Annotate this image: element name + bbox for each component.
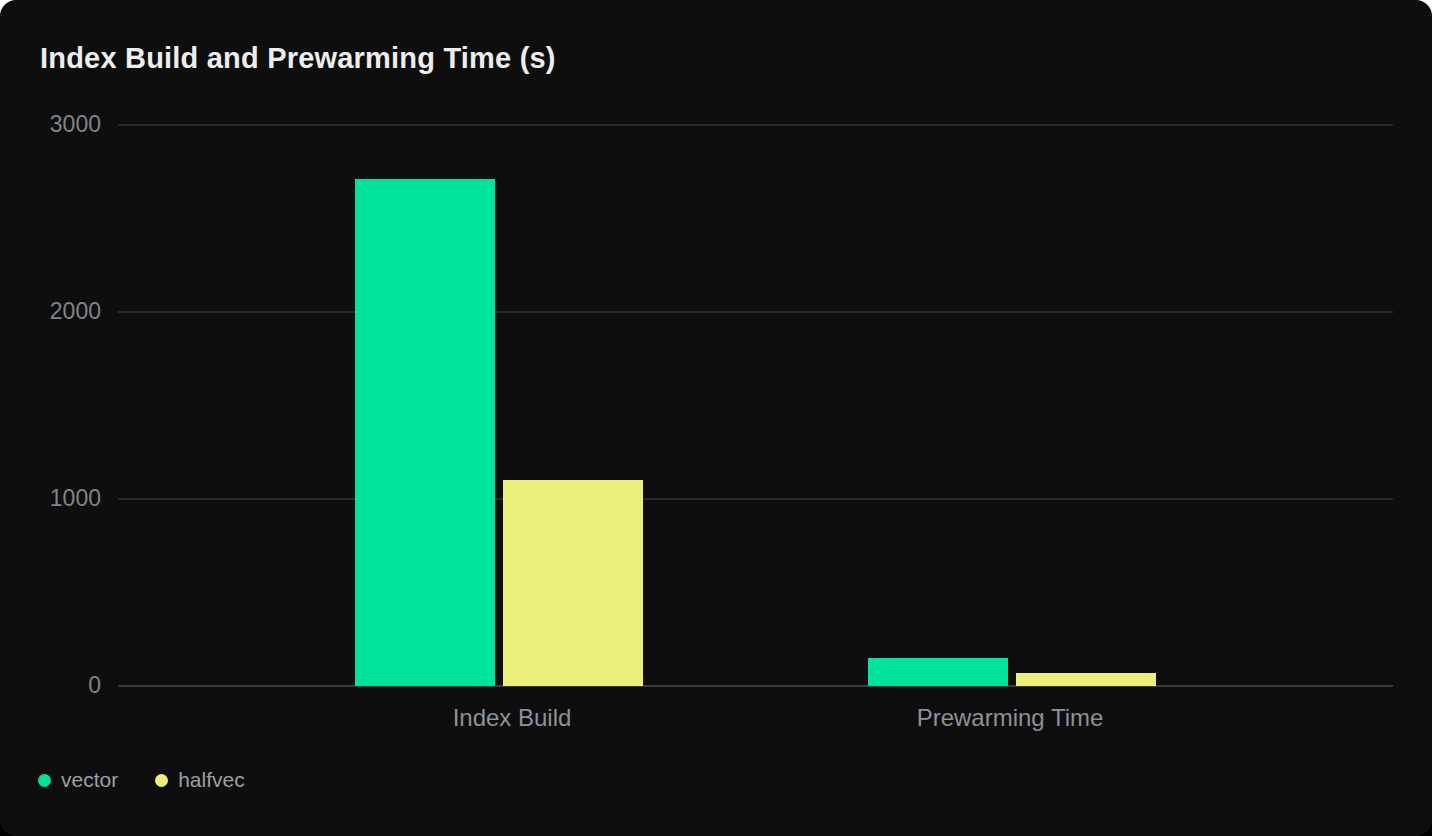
bar-vector-prewarming-time[interactable] [868, 658, 1008, 686]
y-tick-label-0: 0 [0, 672, 101, 699]
bar-halfvec-index-build[interactable] [503, 480, 643, 686]
gridline-0 [118, 685, 1393, 687]
bar-chart-plot: 0 1000 2000 3000 Index Build Prewarming Time [0, 0, 1432, 836]
legend: vector halfvec [38, 768, 245, 792]
x-axis-label-index-build: Index Build [453, 704, 572, 732]
legend-dot-vector [38, 774, 51, 787]
y-tick-label-3000: 3000 [0, 111, 101, 138]
x-axis-label-prewarming-time: Prewarming Time [917, 704, 1104, 732]
gridline-1000 [118, 498, 1393, 500]
legend-label-halfvec: halfvec [178, 768, 245, 792]
legend-item-halfvec[interactable]: halfvec [155, 768, 245, 792]
gridline-3000 [118, 124, 1393, 126]
y-tick-label-1000: 1000 [0, 485, 101, 512]
legend-dot-halfvec [155, 774, 168, 787]
legend-item-vector[interactable]: vector [38, 768, 118, 792]
y-tick-label-2000: 2000 [0, 298, 101, 325]
legend-label-vector: vector [61, 768, 118, 792]
bar-vector-index-build[interactable] [355, 179, 495, 686]
bar-halfvec-prewarming-time[interactable] [1016, 673, 1156, 686]
chart-card: Index Build and Prewarming Time (s) 0100… [0, 0, 1432, 836]
gridline-2000 [118, 311, 1393, 313]
